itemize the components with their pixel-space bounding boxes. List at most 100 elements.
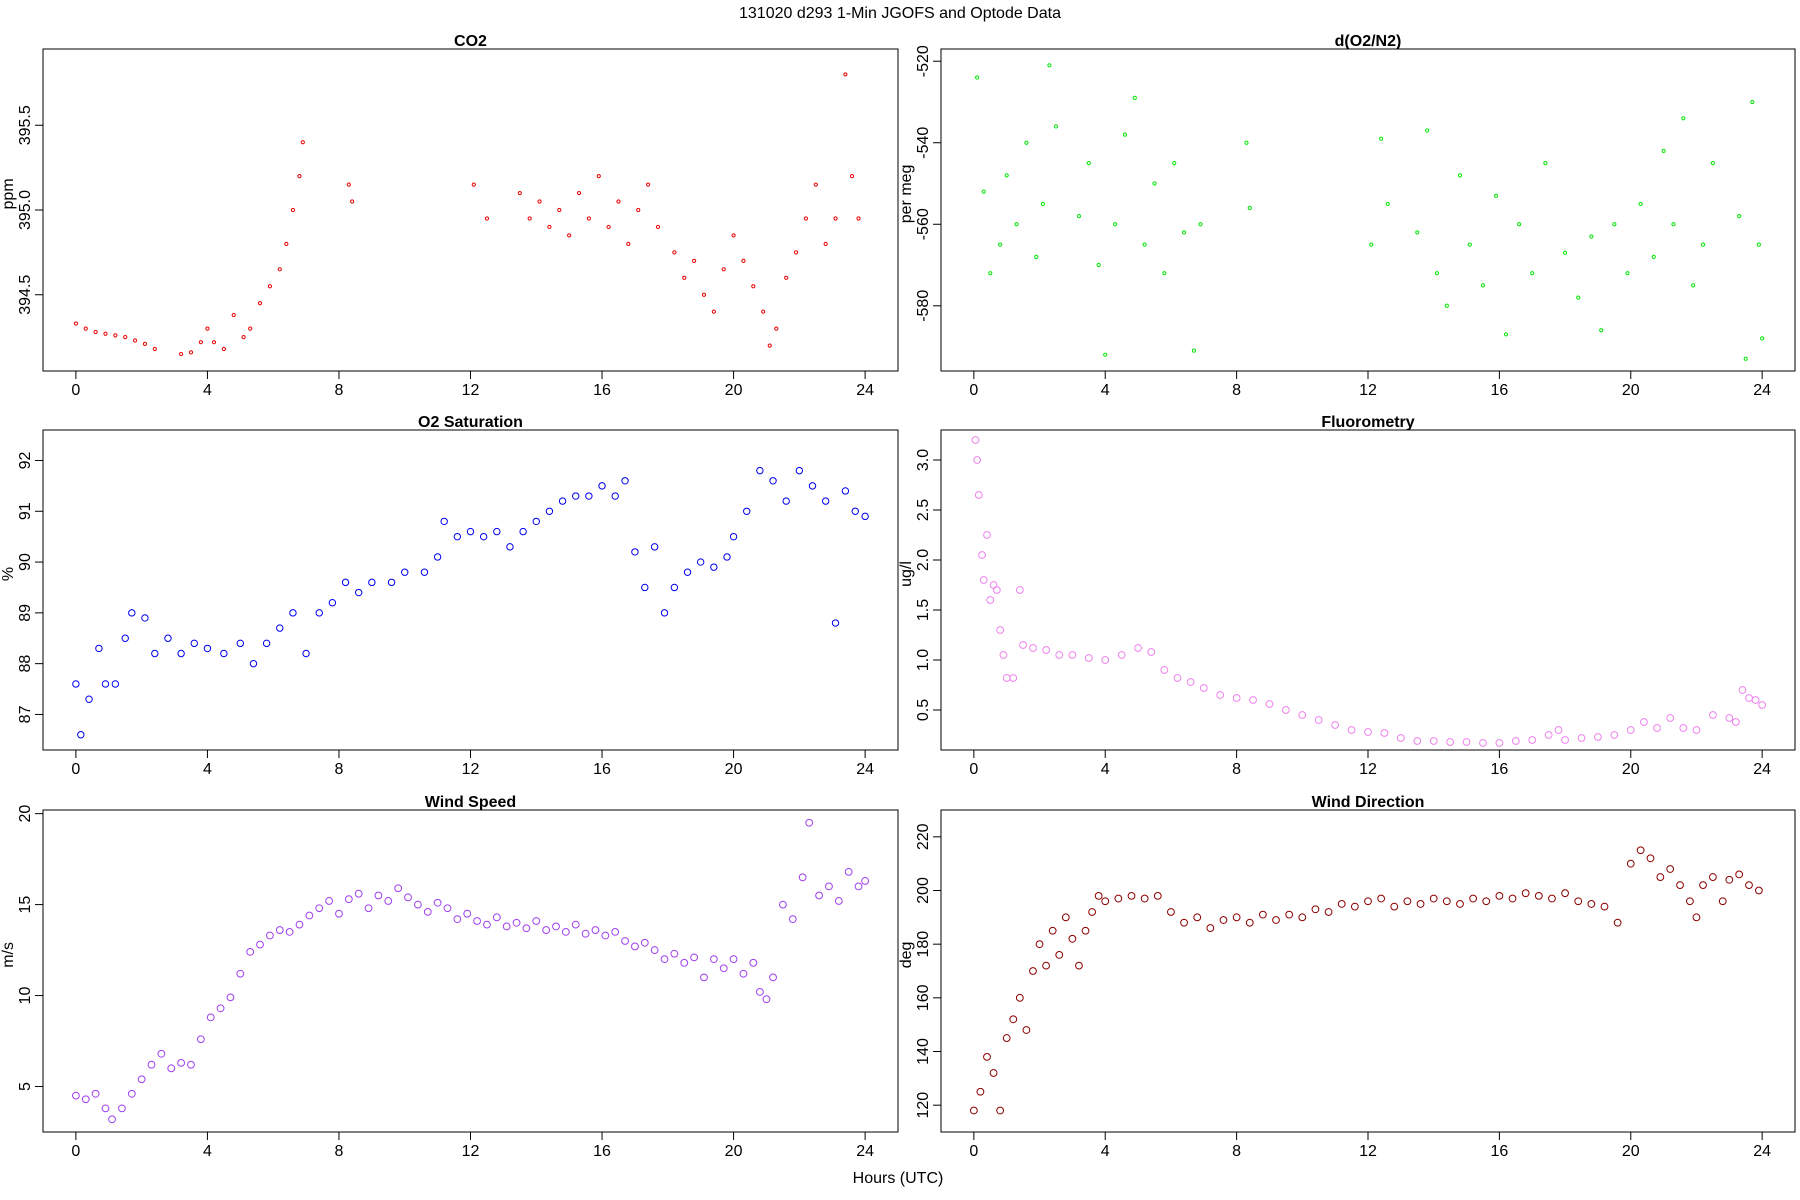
data-point [483,920,491,929]
plot-frame [940,429,1796,751]
data-point [1002,1034,1011,1042]
data-point [1019,641,1028,649]
data-point [364,904,373,913]
data-point [484,216,490,221]
data-point [1117,651,1126,659]
data-point [1751,696,1760,704]
data-point [1671,222,1676,227]
x-tick-label: 24 [856,382,874,399]
data-point [188,350,194,355]
x-tick-label: 20 [725,761,743,778]
data-point [1676,881,1684,890]
data-point [813,182,818,187]
data-point [77,731,85,739]
data-point [851,507,859,515]
x-tick-label: 8 [335,1143,344,1160]
x-tick-label: 8 [1232,382,1241,399]
chart-title: O2 Saturation [418,414,523,431]
data-point [492,913,501,922]
y-axis-label: ug/l [898,561,915,587]
x-tick-label: 24 [856,761,874,778]
data-point [572,492,580,500]
data-point [73,321,78,326]
data-point [611,492,619,500]
data-point [142,341,148,346]
y-tick-label: -540 [915,127,932,159]
data-point [640,938,649,947]
data-point [1167,908,1175,916]
data-point [246,947,255,956]
data-point [596,174,601,179]
data-point [1692,913,1701,922]
data-point [606,224,611,230]
data-point [179,351,184,357]
data-point [1035,940,1044,949]
data-point [996,1106,1005,1115]
data-point [1685,897,1694,906]
data-point [167,1064,176,1073]
data-point [1127,891,1136,900]
data-point [762,995,771,1004]
data-point [1061,913,1070,922]
y-tick-label: 200 [915,877,932,904]
data-point [636,207,641,213]
data-point [506,543,514,551]
data-point [1594,733,1602,741]
data-point [241,335,246,340]
x-tick-label: 12 [462,382,480,399]
data-point [305,911,314,920]
data-point [1425,128,1430,133]
data-point [93,329,98,335]
data-point [1521,889,1530,898]
y-axis-label: % [0,567,17,581]
data-point [221,346,226,352]
data-point [1396,734,1405,742]
chart-panel-fluorometry: Fluorometry ug/l 0 4 8 12 16 20 24 0.5 1.0 1.5 2.0 2.… [898,414,1796,778]
x-tick-label: 20 [725,382,743,399]
data-point [206,1013,215,1022]
y-tick-label: 91 [17,502,34,520]
data-point [844,867,853,876]
data-point [1014,222,1019,227]
data-point [690,953,699,962]
data-point [611,927,620,936]
data-point [1081,926,1090,935]
data-point [973,456,982,464]
data-point [978,551,986,559]
data-point [1015,993,1024,1002]
data-point [1142,242,1147,247]
data-point [672,250,677,255]
data-point [561,927,570,936]
data-point [626,241,631,246]
data-point [1495,739,1504,747]
x-tick-label: 20 [1622,382,1640,399]
data-point [1324,908,1333,916]
data-point [1444,303,1449,308]
data-point [1640,718,1648,726]
x-tick-label: 4 [203,761,212,778]
data-point [1745,694,1753,702]
data-point [682,275,687,280]
data-point [1534,891,1543,900]
data-point [1725,714,1734,722]
data-point [1086,161,1091,166]
data-point [1114,894,1123,903]
data-point [767,343,772,348]
x-tick-label: 12 [1359,382,1377,399]
data-point [761,309,766,314]
y-tick-label: 2.0 [915,549,932,571]
data-point [598,482,606,490]
data-point [581,929,590,938]
data-point [277,267,282,272]
y-tick-label: 87 [17,705,34,723]
data-point [368,578,376,587]
data-point [226,993,235,1002]
data-point [856,216,861,221]
data-point [1737,214,1742,219]
data-point [502,922,511,931]
data-point [1403,897,1412,906]
data-point [1380,729,1389,737]
data-point [692,258,697,263]
data-point [683,568,692,576]
data-point [1347,726,1356,734]
